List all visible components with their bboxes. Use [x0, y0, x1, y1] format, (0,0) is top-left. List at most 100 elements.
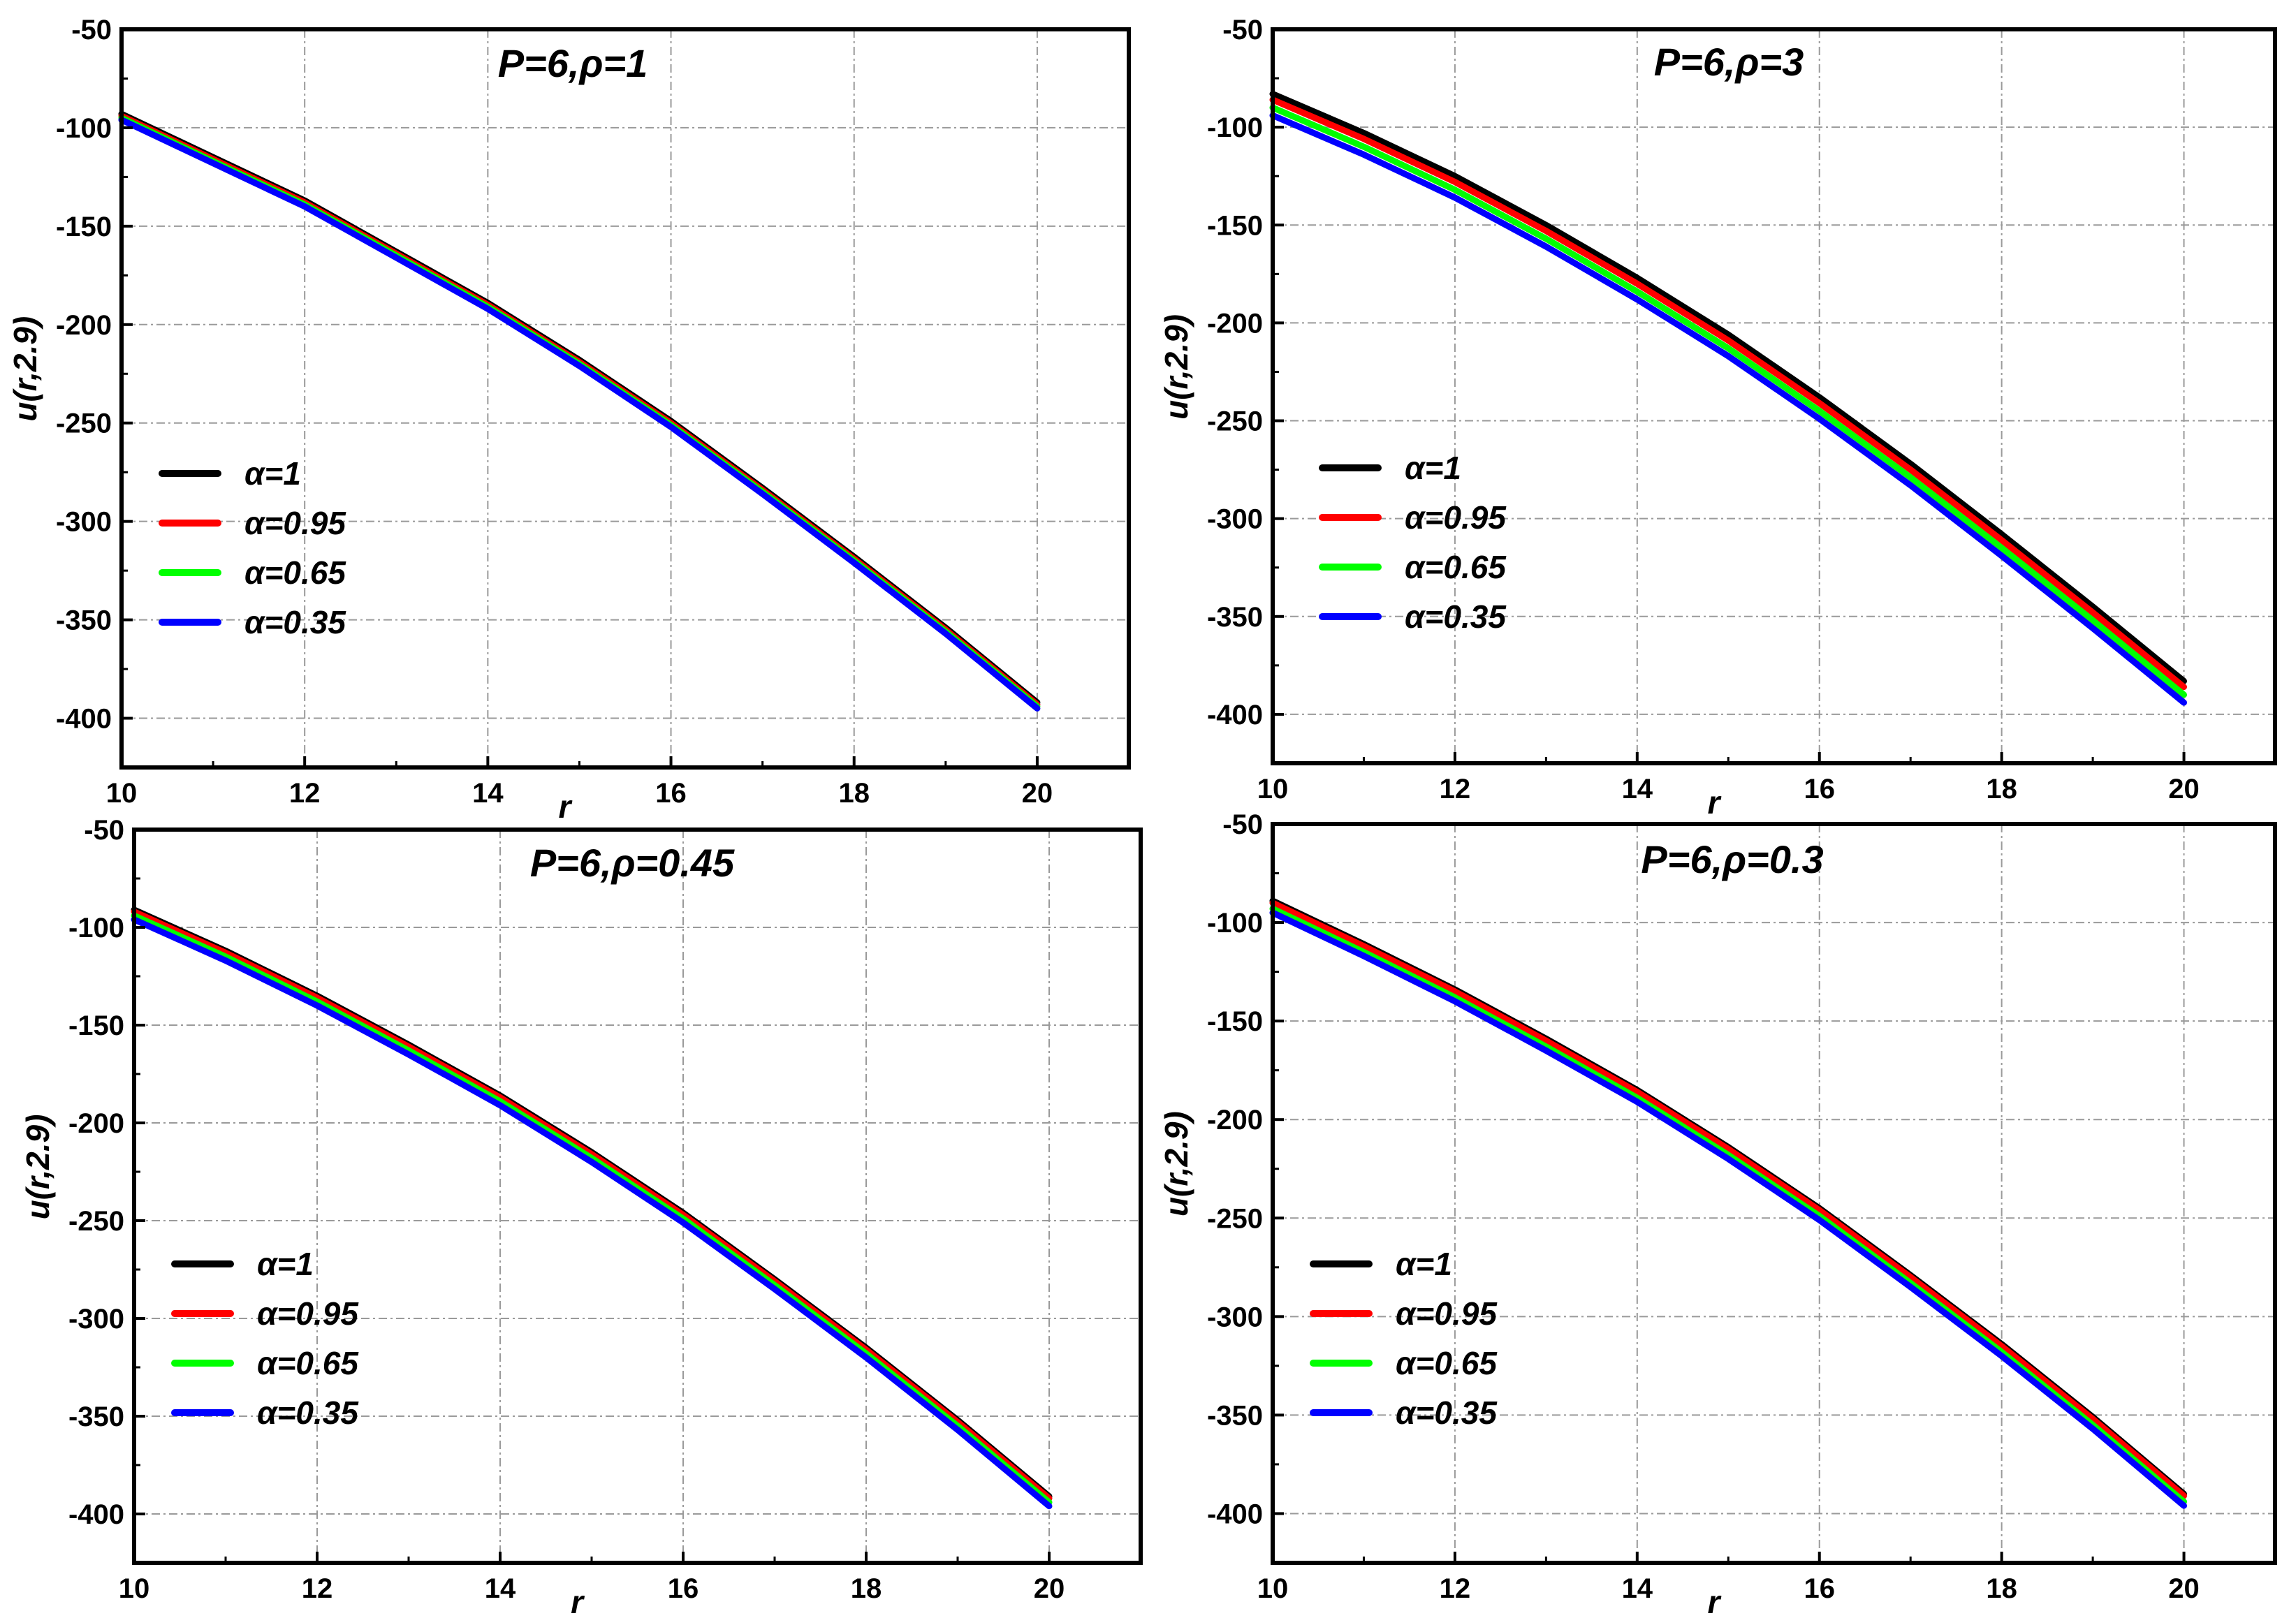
x-tick-label: 16	[655, 778, 687, 809]
x-tick-label: 14	[1622, 1573, 1653, 1604]
x-tick-label: 12	[1440, 774, 1471, 804]
y-tick-label: -400	[68, 1499, 124, 1530]
x-axis-title: r	[571, 1584, 585, 1618]
y-tick-label: -300	[68, 1304, 124, 1334]
y-tick-label: -50	[1222, 15, 1263, 45]
y-tick-label: -150	[1207, 1006, 1263, 1037]
chart-title: P=6,ρ=3	[1654, 40, 1804, 84]
legend-label-2: α=0.95	[1405, 499, 1507, 536]
y-tick-label: -350	[1207, 1400, 1263, 1431]
legend-label-3: α=0.65	[1396, 1345, 1498, 1381]
x-tick-label: 20	[1022, 778, 1053, 809]
x-axis-title: r	[1707, 1584, 1721, 1618]
legend-label-1: α=1	[257, 1246, 314, 1282]
legend-label-4: α=0.35	[244, 604, 346, 640]
chart-title: P=6,ρ=1	[498, 41, 648, 85]
y-tick-label: -350	[68, 1402, 124, 1432]
y-tick-label: -250	[1207, 406, 1263, 437]
y-tick-label: -350	[1207, 602, 1263, 633]
y-tick-label: -100	[56, 113, 112, 144]
series-line-4	[1269, 909, 2187, 1509]
legend: α=1 α=0.95 α=0.65 α=0.35	[1310, 1246, 1498, 1431]
y-tick-label: -50	[84, 815, 124, 846]
series-line-2	[1269, 899, 2187, 1499]
y-axis-title: u(r,2.9)	[1158, 314, 1194, 420]
x-tick-label: 14	[485, 1573, 516, 1604]
y-tick-label: -250	[1207, 1203, 1263, 1234]
y-tick-label: -200	[1207, 1105, 1263, 1135]
y-tick-label: -400	[1207, 1499, 1263, 1529]
x-tick-label: 18	[851, 1573, 882, 1604]
series-line-4	[131, 916, 1053, 1510]
x-tick-label: 14	[1622, 774, 1653, 804]
chart-title: P=6,ρ=0.3	[1641, 837, 1823, 881]
y-tick-label: -300	[1207, 504, 1263, 535]
legend-label-2: α=0.95	[244, 505, 346, 541]
x-tick-label: 10	[106, 778, 138, 809]
x-tick-label: 10	[1257, 774, 1289, 804]
legend-label-4: α=0.35	[1405, 598, 1507, 635]
legend-label-1: α=1	[1396, 1246, 1452, 1282]
y-tick-label: -200	[1207, 308, 1263, 339]
x-tick-label: 18	[838, 778, 870, 809]
y-tick-label: -100	[1207, 908, 1263, 939]
plot-frame	[132, 828, 1143, 1565]
y-tick-label: -150	[1207, 210, 1263, 241]
y-tick-label: -100	[1207, 112, 1263, 143]
legend-label-3: α=0.65	[257, 1345, 359, 1381]
x-tick-label: 10	[1257, 1573, 1289, 1604]
x-tick-label: 12	[289, 778, 321, 809]
chart-panel-4: 10 12 14 16 18 20 -50 -100 -150 -200 -250 -300 -350 -…	[1158, 809, 2277, 1618]
y-tick-label: -50	[71, 15, 112, 45]
legend-label-2: α=0.95	[257, 1295, 359, 1332]
series-line-1	[1269, 91, 2187, 684]
x-axis-title: r	[559, 788, 573, 825]
series-line-4	[118, 117, 1041, 712]
legend-label-4: α=0.35	[257, 1395, 359, 1431]
legend: α=1 α=0.95 α=0.65 α=0.35	[1319, 450, 1507, 635]
legend-label-1: α=1	[1405, 450, 1461, 486]
legend-label-3: α=0.65	[244, 554, 346, 591]
y-axis-title: u(r,2.9)	[1158, 1111, 1194, 1216]
legend-label-2: α=0.95	[1396, 1295, 1498, 1332]
plot-frame	[119, 27, 1131, 770]
y-tick-label: -50	[1222, 809, 1263, 840]
series-line-4	[1269, 112, 2187, 706]
y-tick-label: -250	[56, 409, 112, 439]
x-tick-label: 20	[1034, 1573, 1065, 1604]
x-tick-label: 16	[668, 1573, 699, 1604]
y-axis-title: u(r,2.9)	[7, 316, 43, 422]
y-tick-label: -100	[68, 913, 124, 943]
y-tick-label: -400	[1207, 700, 1263, 730]
y-tick-label: -250	[68, 1206, 124, 1237]
plot-frame	[1271, 27, 2277, 765]
series-line-3	[1269, 104, 2187, 698]
x-tick-label: 10	[119, 1573, 150, 1604]
x-tick-label: 20	[2168, 1573, 2200, 1604]
chart-panel-1: 10 12 14 16 18 20 -50 -100 -150 -200 -250 -300 -350 -…	[7, 15, 1131, 825]
y-tick-label: -200	[56, 310, 112, 341]
x-tick-label: 20	[2168, 774, 2200, 804]
chart-title: P=6,ρ=0.45	[530, 841, 735, 885]
plot-frame	[1271, 822, 2277, 1565]
y-tick-label: -300	[1207, 1302, 1263, 1332]
y-tick-label: -350	[56, 605, 112, 636]
y-tick-label: -150	[68, 1010, 124, 1041]
x-axis-title: r	[1707, 784, 1721, 821]
y-axis-title: u(r,2.9)	[20, 1115, 56, 1220]
legend: α=1 α=0.95 α=0.65 α=0.35	[159, 455, 346, 640]
x-tick-label: 18	[1986, 774, 2017, 804]
y-tick-label: -400	[56, 704, 112, 735]
y-tick-label: -150	[56, 212, 112, 242]
x-tick-label: 14	[472, 778, 504, 809]
x-tick-label: 16	[1804, 1573, 1835, 1604]
legend-label-3: α=0.65	[1405, 549, 1507, 585]
legend: α=1 α=0.95 α=0.65 α=0.35	[171, 1246, 359, 1431]
series-line-2	[1269, 96, 2187, 691]
legend-label-1: α=1	[244, 455, 301, 492]
x-tick-label: 12	[302, 1573, 333, 1604]
x-tick-label: 16	[1804, 774, 1835, 804]
x-tick-label: 18	[1986, 1573, 2017, 1604]
chart-panel-2: 10 12 14 16 18 20 -50 -100 -150 -200 -250 -300 -350 -…	[1158, 15, 2277, 821]
